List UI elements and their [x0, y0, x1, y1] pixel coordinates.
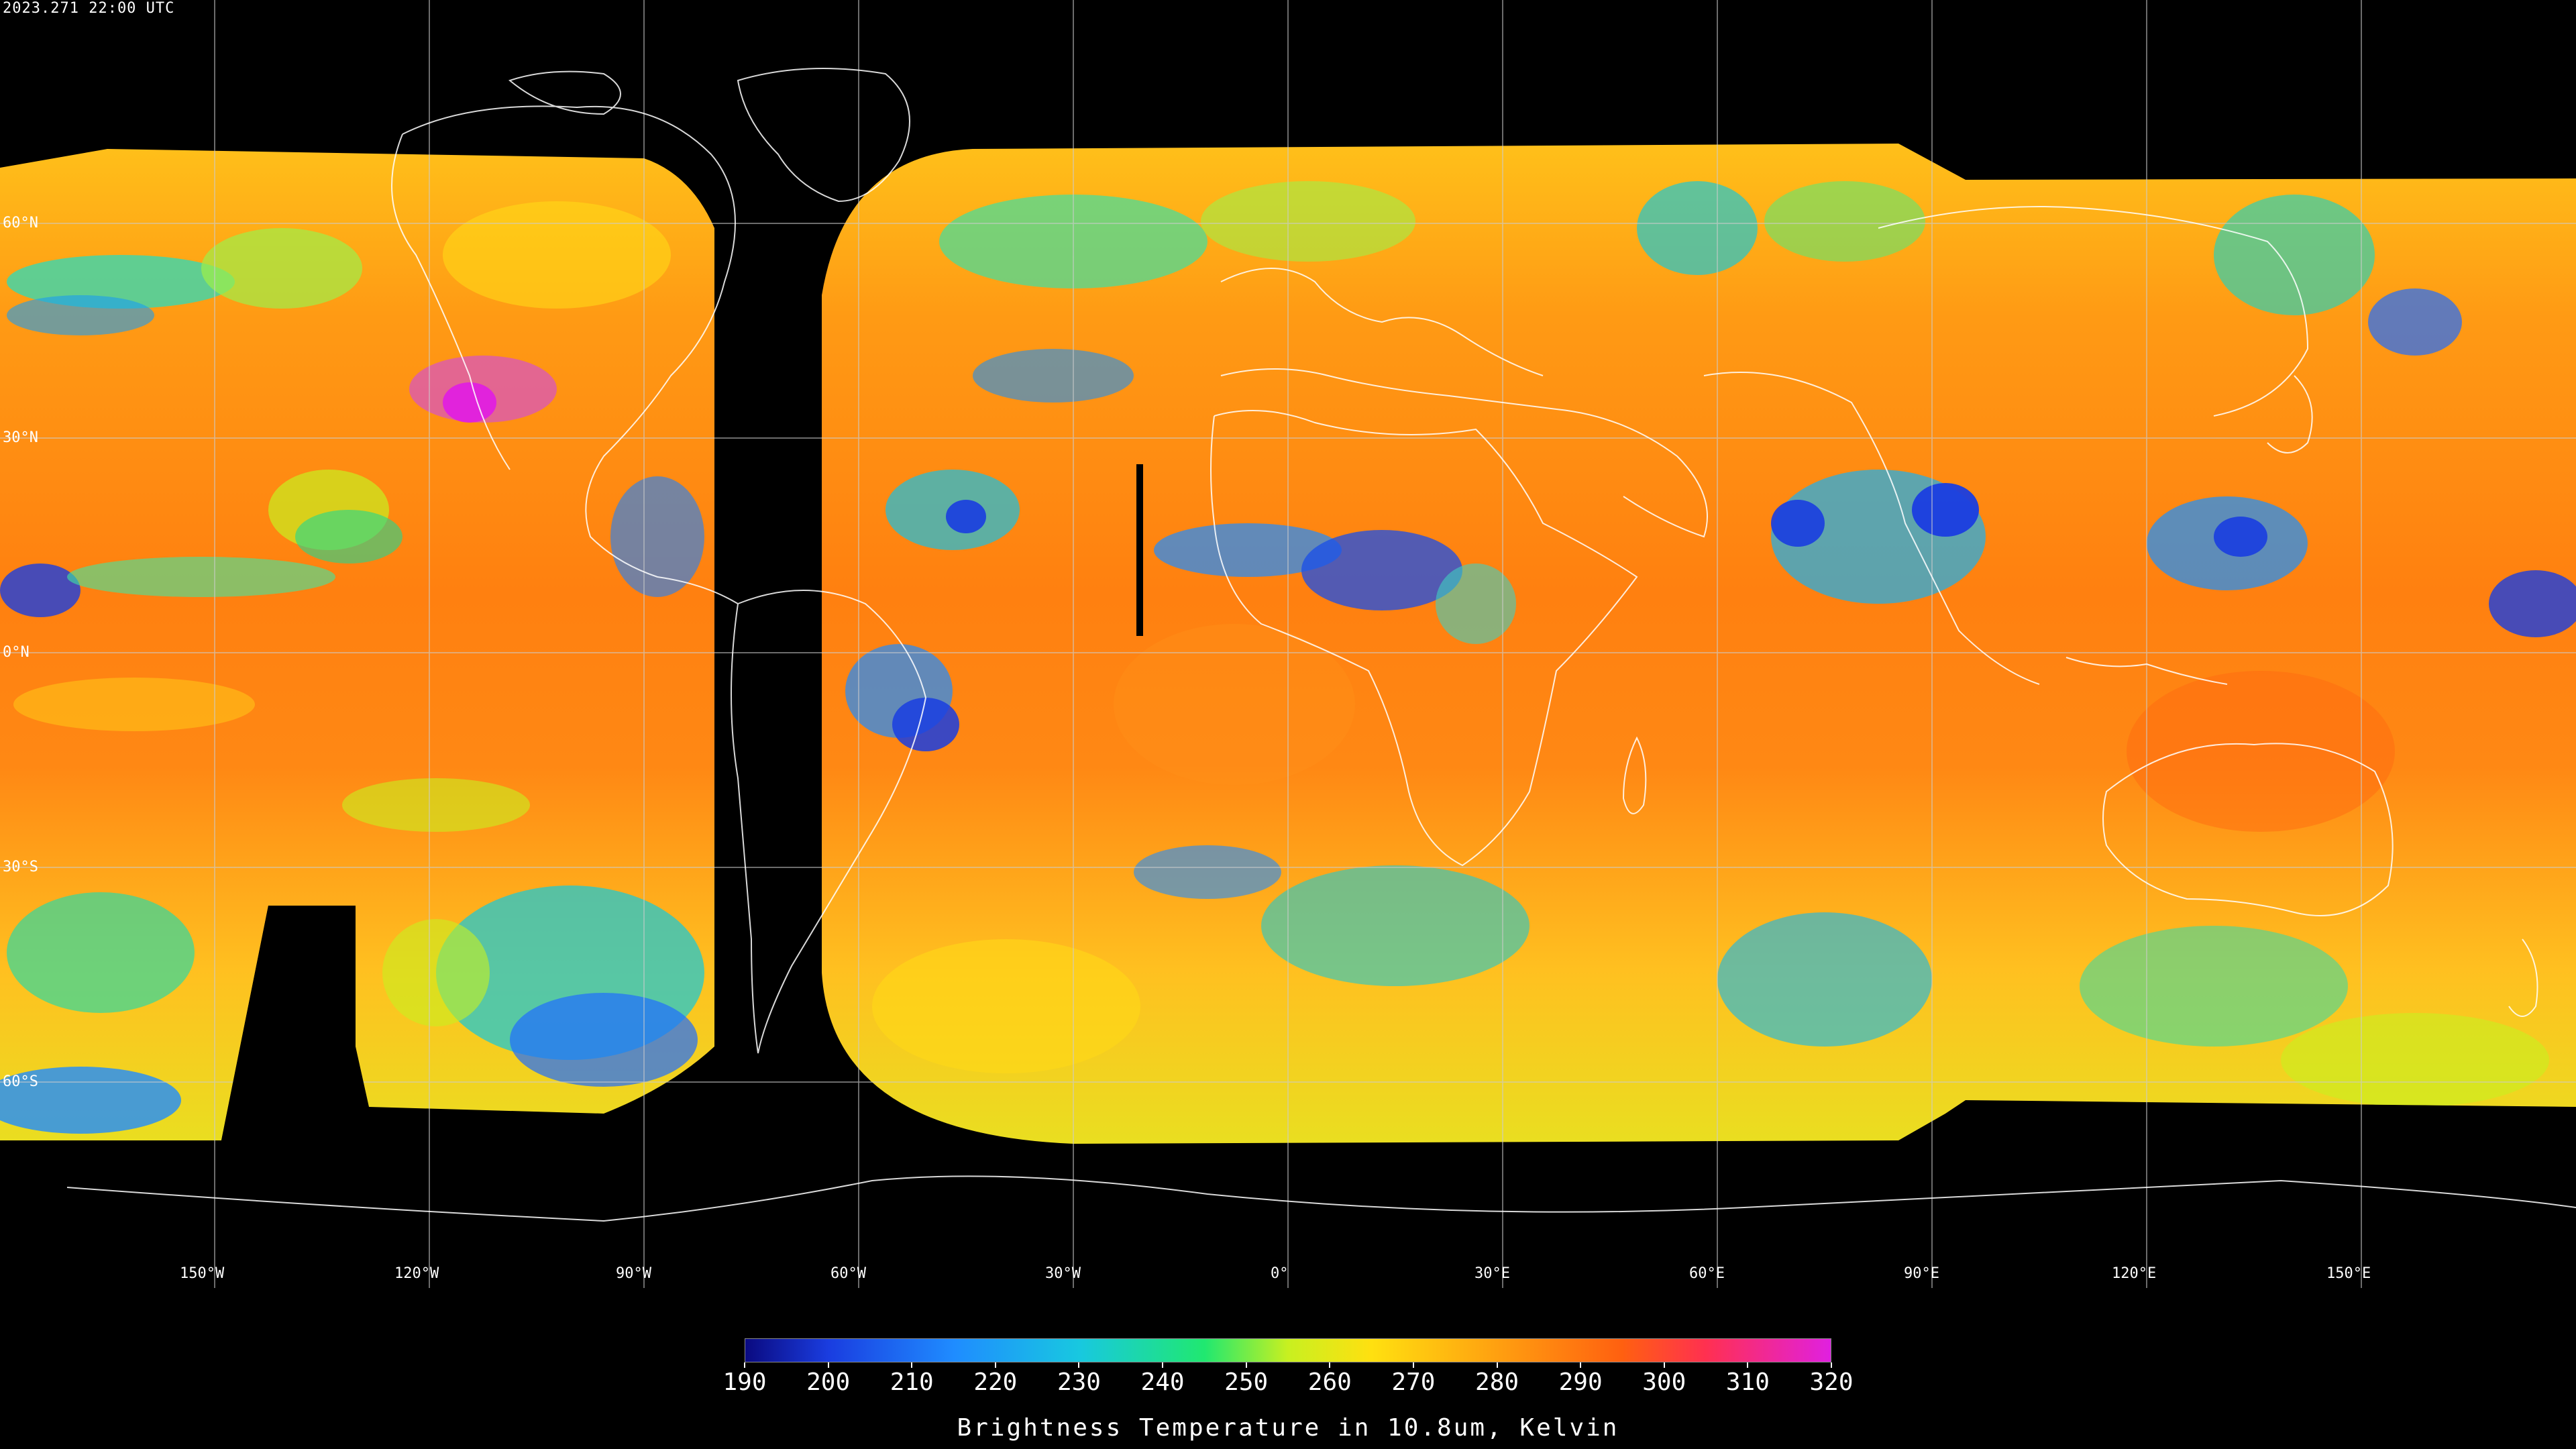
colorbar-tick [827, 1362, 829, 1368]
coastlines [66, 68, 2576, 1222]
colorbar-tick [1162, 1362, 1164, 1368]
colorbar-tick [1078, 1362, 1080, 1368]
longitude-label: 120°E [2112, 1265, 2157, 1282]
satellite-map [0, 0, 2576, 1288]
longitude-label: 150°E [2326, 1265, 2371, 1282]
colorbar-tick-label: 250 [1224, 1368, 1269, 1396]
colorbar-tick [911, 1362, 913, 1368]
latitude-label: 60°S [3, 1073, 38, 1090]
colorbar-panel [0, 1288, 2576, 1449]
longitude-label: 30°E [1474, 1265, 1510, 1282]
coverage-gap-south-pacific [221, 906, 369, 1140]
colorbar-gradient [745, 1338, 1831, 1362]
colorbar-tick [1747, 1362, 1749, 1368]
east-satellite-swath [822, 144, 2576, 1144]
west-satellite-swath [0, 149, 714, 1140]
colorbar-tick-label: 200 [806, 1368, 851, 1396]
colorbar-title: Brightness Temperature in 10.8um, Kelvin [957, 1414, 1619, 1442]
longitude-label: 30°W [1045, 1265, 1081, 1282]
longitude-label: 90°E [1904, 1265, 1939, 1282]
colorbar-tick-label: 280 [1475, 1368, 1519, 1396]
longitude-label: 0° [1271, 1265, 1289, 1282]
latitude-label: 30°N [3, 429, 38, 446]
colorbar-tick-label: 190 [722, 1368, 767, 1396]
longitude-label: 90°W [616, 1265, 651, 1282]
colorbar-tick [744, 1362, 745, 1368]
colorbar-tick-label: 230 [1057, 1368, 1101, 1396]
colorbar-tick-label: 300 [1642, 1368, 1686, 1396]
colorbar-tick [1831, 1362, 1832, 1368]
latitude-label: 60°N [3, 215, 38, 231]
colorbar-tick-label: 310 [1725, 1368, 1770, 1396]
longitude-label: 150°W [180, 1265, 225, 1282]
colorbar-tick-label: 290 [1558, 1368, 1603, 1396]
colorbar-tick-label: 270 [1391, 1368, 1436, 1396]
longitude-label: 60°E [1689, 1265, 1725, 1282]
graticule [0, 0, 2576, 1288]
colorbar-tick-label: 220 [973, 1368, 1018, 1396]
observation-timestamp: 2023.271 22:00 UTC [3, 0, 175, 17]
colorbar-tick-label: 240 [1140, 1368, 1185, 1396]
colorbar-tick [1580, 1362, 1582, 1368]
colorbar-tick-label: 320 [1809, 1368, 1854, 1396]
longitude-label: 120°W [394, 1265, 439, 1282]
scan-gap [1136, 464, 1143, 636]
colorbar-tick [994, 1362, 996, 1368]
colorbar-tick [1329, 1362, 1331, 1368]
colorbar-tick-label: 210 [890, 1368, 934, 1396]
colorbar-tick [1412, 1362, 1414, 1368]
latitude-label: 30°S [3, 859, 38, 875]
longitude-label: 60°W [830, 1265, 866, 1282]
colorbar-tick [1663, 1362, 1665, 1368]
latitude-label: 0°N [3, 644, 30, 661]
colorbar-tick [1496, 1362, 1498, 1368]
colorbar-tick [1245, 1362, 1247, 1368]
colorbar-tick-label: 260 [1307, 1368, 1352, 1396]
